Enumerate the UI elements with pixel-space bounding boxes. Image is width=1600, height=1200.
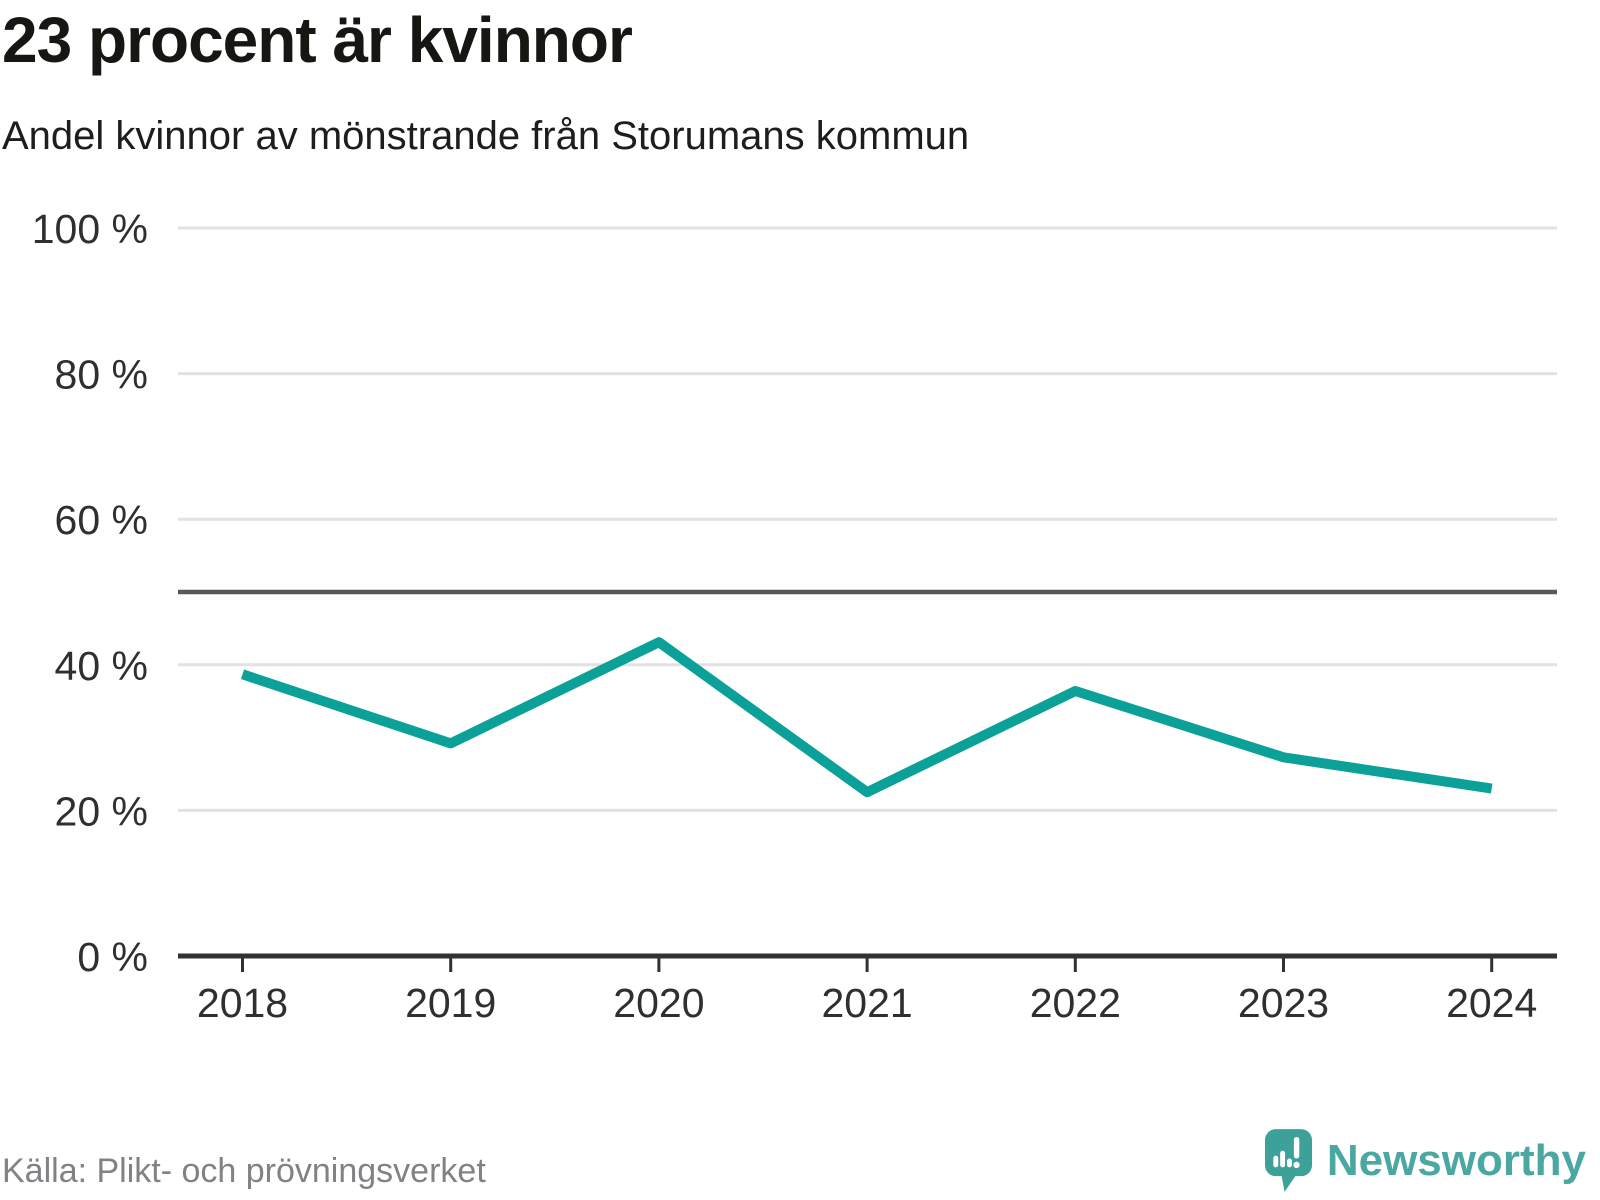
chart-subtitle: Andel kvinnor av mönstrande från Storuma… xyxy=(2,114,970,158)
y-axis-label: 60 % xyxy=(55,497,148,543)
newsworthy-pin-icon xyxy=(1264,1129,1312,1192)
chart-title: 23 procent är kvinnor xyxy=(2,4,633,76)
bar-3 xyxy=(1286,1158,1292,1168)
bar-1 xyxy=(1273,1155,1279,1168)
x-axis-label: 2019 xyxy=(405,980,496,1026)
exclamation-bar xyxy=(1293,1137,1300,1159)
y-axis-label: 20 % xyxy=(55,788,148,834)
newsworthy-logo: Newsworthy xyxy=(1264,1128,1586,1194)
x-axis-label: 2018 xyxy=(197,980,288,1026)
x-axis-label: 2023 xyxy=(1238,980,1329,1026)
y-axis-label: 0 % xyxy=(77,934,148,980)
x-axis-label: 2021 xyxy=(821,980,912,1026)
x-axis-label: 2022 xyxy=(1030,980,1121,1026)
y-axis-label: 80 % xyxy=(55,352,148,398)
x-axis-label: 2020 xyxy=(613,980,704,1026)
source-caption: Källa: Plikt- och prövningsverket xyxy=(2,1152,486,1190)
bar-2 xyxy=(1280,1150,1285,1168)
x-axis-label: 2024 xyxy=(1446,980,1537,1026)
exclamation-dot xyxy=(1293,1161,1300,1169)
y-axis-label: 40 % xyxy=(55,643,148,689)
y-axis-label: 100 % xyxy=(32,206,148,252)
newsworthy-wordmark: Newsworthy xyxy=(1326,1136,1586,1185)
data-line xyxy=(240,637,1493,798)
